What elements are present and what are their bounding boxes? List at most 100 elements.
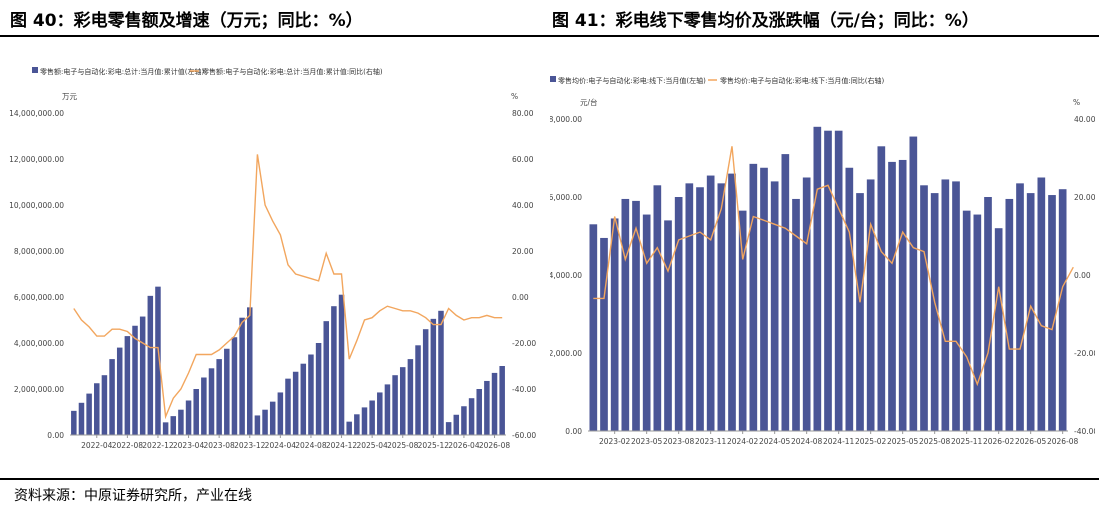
right-x-tick-label: 2024-11 <box>823 437 855 446</box>
left-bar <box>354 414 360 435</box>
right-bar <box>781 154 790 431</box>
left-left-tick-label: 2,000,000.00 <box>14 385 64 394</box>
right-left-unit: 元/台 <box>580 97 598 107</box>
right-left-tick-label: 8,000.00 <box>550 115 582 124</box>
right-right-tick-label: 0.00 <box>1074 271 1091 280</box>
left-x-tick-label: 2022-08 <box>112 441 144 450</box>
left-right-tick-label: -20.00 <box>512 339 536 348</box>
right-bar <box>749 163 758 431</box>
right-yoy-line <box>593 146 1074 387</box>
left-bar <box>392 375 398 435</box>
right-left-tick-label: 4,000.00 <box>550 271 582 280</box>
right-bar <box>664 220 672 431</box>
left-left-tick-label: 8,000,000.00 <box>14 247 64 256</box>
left-bar <box>407 359 414 435</box>
right-x-tick-label: 2025-08 <box>919 437 951 446</box>
right-x-tick-label: 2026-02 <box>983 437 1015 446</box>
right-x-tick-label: 2024-08 <box>791 437 823 446</box>
right-bar <box>920 185 928 431</box>
right-bar <box>1016 183 1024 431</box>
left-bar <box>269 401 276 435</box>
right-bar <box>589 224 598 431</box>
right-x-tick-label: 2025-05 <box>887 437 919 446</box>
right-bar <box>717 183 726 431</box>
left-bar <box>239 317 245 435</box>
left-x-tick-label: 2025-12 <box>418 441 450 450</box>
right-bar <box>685 183 694 431</box>
left-bar <box>208 368 215 435</box>
right-bar <box>653 185 662 431</box>
right-left-tick-label: 6,000.00 <box>550 193 582 202</box>
left-bar <box>247 307 253 435</box>
left-x-tick-label: 2026-08 <box>479 441 511 450</box>
right-bar <box>1037 177 1046 431</box>
left-bar <box>369 400 375 435</box>
left-right-tick-label: 20.00 <box>512 247 534 256</box>
left-bar <box>430 318 437 435</box>
left-x-tick-label: 2026-04 <box>448 441 480 450</box>
left-bar <box>384 384 391 435</box>
right-right-tick-label: 20.00 <box>1074 193 1095 202</box>
left-x-tick-label: 2023-12 <box>234 441 266 450</box>
left-bar <box>231 337 238 435</box>
right-bar <box>941 179 950 431</box>
left-bar <box>468 398 475 435</box>
left-bar <box>445 422 452 435</box>
right-bar <box>1005 198 1014 431</box>
left-x-tick-label: 2025-08 <box>387 441 419 450</box>
left-bar <box>323 321 329 435</box>
left-left-tick-label: 14,000,000.00 <box>9 109 64 118</box>
left-left-tick-label: 12,000,000.00 <box>9 155 64 164</box>
right-bar <box>642 214 651 431</box>
right-x-tick-label: 2024-02 <box>727 437 759 446</box>
left-bar <box>415 345 421 435</box>
right-bar <box>770 181 779 431</box>
left-x-tick-label: 2022-04 <box>81 441 113 450</box>
right-bar <box>962 210 971 431</box>
left-bar <box>262 409 268 435</box>
left-bar <box>377 392 383 435</box>
top-divider <box>0 35 1099 37</box>
right-bar <box>877 146 886 432</box>
left-left-tick-label: 4,000,000.00 <box>14 339 64 348</box>
left-bar <box>71 410 77 435</box>
right-right-tick-label: -40.00 <box>1074 427 1095 436</box>
right-bar <box>802 177 811 431</box>
right-bar <box>898 159 907 431</box>
left-bar <box>201 377 207 435</box>
right-bar <box>674 197 683 431</box>
left-x-tick-label: 2024-12 <box>326 441 358 450</box>
right-bar <box>1048 195 1056 431</box>
left-bar <box>147 295 154 435</box>
left-bar <box>139 316 146 435</box>
right-bar <box>632 200 640 431</box>
left-bar <box>438 310 444 435</box>
left-legend-line-label: 零售额:电子与自动化:彩电:总计:当月值:累计值:同比(右轴) <box>202 67 383 76</box>
left-x-tick-label: 2022-12 <box>142 441 174 450</box>
right-bar <box>845 167 854 431</box>
right-bar <box>792 198 800 431</box>
right-right-unit: % <box>1073 98 1080 107</box>
retail-sales-chart: 零售额:电子与自动化:彩电:总计:当月值:累计值(左轴)零售额:电子与自动化:彩… <box>9 67 536 450</box>
left-bar <box>224 348 230 435</box>
right-bar <box>834 130 843 431</box>
left-bar <box>216 359 222 435</box>
left-legend-bar-label: 零售额:电子与自动化:彩电:总计:当月值:累计值(左轴) <box>40 67 205 76</box>
right-bar <box>1058 189 1067 431</box>
left-bar <box>499 366 505 435</box>
right-bar <box>866 179 875 431</box>
left-right-tick-label: 80.00 <box>512 109 534 118</box>
right-x-tick-label: 2025-11 <box>951 437 983 446</box>
right-right-tick-label: -20.00 <box>1074 349 1095 358</box>
source-note: 资料来源：中原证券研究所，产业在线 <box>14 488 252 504</box>
right-left-tick-label: 2,000.00 <box>550 349 582 358</box>
right-bar <box>1026 193 1035 431</box>
left-bar <box>308 354 314 435</box>
left-bar <box>178 409 184 435</box>
left-bar <box>155 286 161 435</box>
left-x-tick-label: 2023-08 <box>203 441 235 450</box>
right-bar <box>760 167 768 431</box>
left-left-unit: 万元 <box>62 92 77 101</box>
right-left-tick-label: 0.00 <box>565 427 582 436</box>
left-bar <box>484 380 490 435</box>
